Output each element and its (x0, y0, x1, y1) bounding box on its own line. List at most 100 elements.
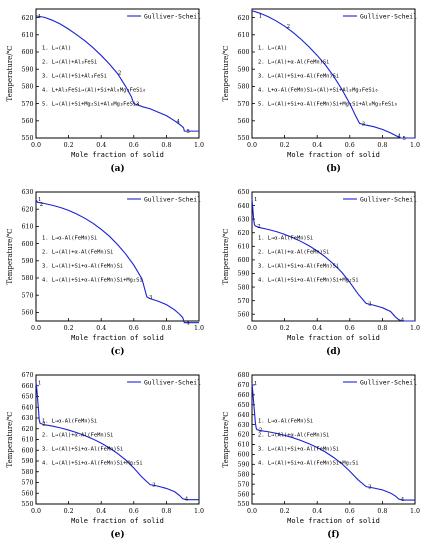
y-tick-label: 580 (237, 284, 249, 291)
panel-label: (d) (326, 346, 341, 357)
x-tick-label: 1.0 (410, 142, 420, 149)
y-tick-label: 560 (237, 118, 249, 125)
point-label: 2 (259, 428, 263, 434)
point-label: 5 (186, 129, 190, 135)
y-axis-label: Temperature/℃ (6, 228, 14, 284)
x-axis-label: Mole fraction of solid (287, 151, 380, 159)
x-tick-label: 0.2 (280, 142, 290, 149)
chart-panel: 0.0 0.2 0.4 0.6 0.8 1.0 550 560 570 580 590 600 610 6… (6, 8, 204, 174)
point-label: 1 (259, 14, 263, 20)
panel-label: (b) (326, 163, 341, 174)
y-tick-label: 610 (237, 32, 249, 39)
y-tick-label: 660 (237, 392, 249, 399)
x-axis-label: Mole fraction of solid (71, 151, 164, 159)
reaction-annotation: 4. L→(Al)+Si+α-Al(FeMn)Si+Mg₂Si (258, 461, 359, 467)
x-tick-label: 0.2 (64, 508, 74, 515)
point-label: 4 (177, 119, 181, 125)
y-tick-label: 570 (21, 480, 33, 487)
y-tick-label: 620 (237, 230, 249, 237)
y-tick-label: 650 (237, 189, 249, 196)
y-tick-label: 600 (21, 49, 33, 56)
reaction-annotation: 3. L→(Al)+Si+α-Al(FeMn)Si (42, 447, 123, 453)
x-axis-label: Mole fraction of solid (71, 517, 164, 525)
y-tick-label: 570 (237, 481, 249, 488)
point-label: 1 (254, 381, 258, 387)
y-axis-label: Temperature/℃ (222, 45, 230, 101)
chart-panel: 0.0 0.2 0.4 0.6 0.8 1.0 550 560 570 580 590 600 610 6… (222, 8, 420, 174)
point-label: 3 (136, 102, 140, 108)
x-tick-label: 1.0 (194, 508, 204, 515)
reaction-annotation: 3. L→(Al)+Si+α-Al(FeMn)Si (42, 264, 123, 270)
reaction-annotation: 2. L→(Al)+α-Al(FeMn)Si (258, 433, 329, 439)
point-label: 2 (42, 421, 46, 427)
reaction-annotation: 4. L+α-Al(FeMn)Si→(Al)+Si+Al₈Mg₃FeSi₆ (258, 88, 378, 94)
point-label: 2 (118, 71, 122, 77)
y-tick-label: 600 (21, 241, 33, 248)
chart-panel: 0.0 0.2 0.4 0.6 0.8 1.0 550 560 570 580 590 600 610 6… (6, 372, 204, 540)
x-tick-label: 0.4 (96, 508, 106, 515)
y-tick-label: 580 (21, 469, 33, 476)
point-label: 4 (185, 497, 189, 503)
x-tick-label: 0.0 (31, 508, 41, 515)
x-tick-label: 0.4 (312, 325, 322, 332)
legend-label: Gulliver-Scheil (360, 379, 417, 386)
y-tick-label: 590 (21, 66, 33, 73)
y-tick-label: 580 (237, 84, 249, 91)
reaction-annotation: 2. L→(Al)+α-Al(FeMn)Si (42, 250, 113, 256)
point-label: 2 (287, 24, 291, 30)
x-tick-label: 0.0 (31, 325, 41, 332)
reaction-annotation: 4. L→(Al)+Si+α-Al(FeMn)Si+Mg₂Si (42, 461, 143, 467)
y-tick-label: 560 (237, 311, 249, 318)
point-label: 5 (402, 136, 406, 142)
plot-frame (251, 191, 416, 322)
y-tick-label: 670 (237, 382, 249, 389)
chart-panel: 0.0 0.2 0.4 0.6 0.8 1.0 560 570 580 590 600 610 620 6… (222, 189, 420, 357)
y-tick-label: 680 (237, 372, 249, 379)
legend-label: Gulliver-Scheil (144, 13, 201, 20)
y-tick-label: 610 (21, 437, 33, 444)
x-tick-label: 1.0 (194, 142, 204, 149)
y-tick-label: 620 (237, 15, 249, 22)
y-tick-label: 600 (237, 257, 249, 264)
reaction-annotation: 3. L→(Al)+Si+α-Al(FeMn)Si (258, 447, 339, 453)
x-tick-label: 0.8 (377, 325, 387, 332)
x-tick-label: 0.6 (345, 325, 355, 332)
point-label: 4 (186, 321, 190, 327)
point-label: 1 (38, 14, 42, 20)
y-tick-label: 630 (21, 189, 33, 196)
y-tick-label: 590 (237, 271, 249, 278)
x-tick-label: 0.6 (129, 508, 139, 515)
point-label: 3 (152, 483, 156, 489)
x-tick-label: 0.8 (161, 142, 171, 149)
reaction-annotation: 1. L→α-Al(FeMn)Si (258, 419, 313, 425)
panel-label: (f) (327, 529, 339, 540)
y-tick-label: 570 (237, 298, 249, 305)
y-tick-label: 640 (237, 203, 249, 210)
plot-frame (35, 191, 200, 322)
reaction-annotation: 1. L→α-Al(FeMn)Si (42, 419, 97, 425)
y-tick-label: 610 (21, 224, 33, 231)
x-tick-label: 0.0 (247, 325, 257, 332)
x-tick-label: 0.8 (377, 142, 387, 149)
y-tick-label: 570 (21, 101, 33, 108)
chart-panel: 0.0 0.2 0.4 0.6 0.8 1.0 560 570 580 590 600 610 620 6… (6, 189, 204, 357)
x-tick-label: 0.0 (247, 508, 257, 515)
legend-label: Gulliver-Scheil (144, 379, 201, 386)
point-label: 3 (362, 121, 366, 127)
x-axis-label: Mole fraction of solid (287, 334, 380, 342)
plot-frame (251, 8, 416, 139)
reaction-annotation: 3. L→(Al)+Si+Al₃FeSi (42, 74, 107, 80)
x-tick-label: 0.6 (345, 508, 355, 515)
y-tick-label: 650 (21, 394, 33, 401)
x-tick-label: 0.0 (247, 142, 257, 149)
y-axis-label: Temperature/℃ (222, 411, 230, 467)
legend-label: Gulliver-Scheil (360, 196, 417, 203)
y-tick-label: 600 (237, 452, 249, 459)
x-tick-label: 0.8 (161, 325, 171, 332)
y-tick-label: 570 (21, 292, 33, 299)
legend-label: Gulliver-Scheil (144, 196, 201, 203)
point-label: 1 (38, 381, 42, 387)
y-tick-label: 560 (21, 118, 33, 125)
point-label: 2 (40, 202, 44, 208)
y-tick-label: 610 (237, 244, 249, 251)
